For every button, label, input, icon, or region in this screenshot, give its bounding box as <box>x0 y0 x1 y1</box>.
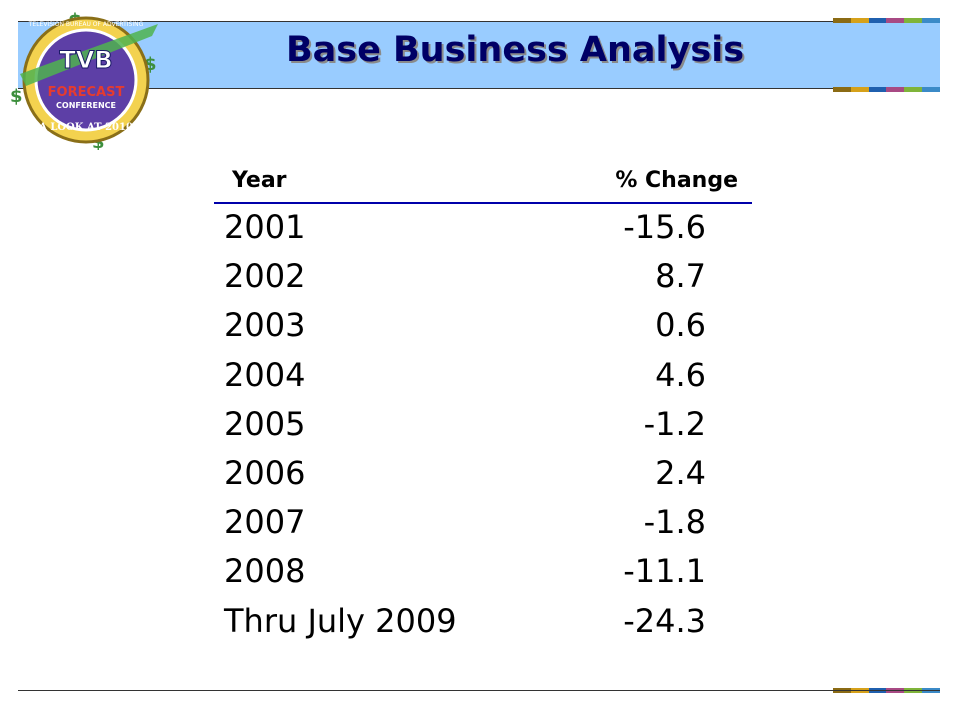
change-cell: 2.4 <box>655 453 706 492</box>
table-row: 2006 2.4 <box>214 450 752 499</box>
change-cell: 0.6 <box>655 306 706 345</box>
year-cell: 2007 <box>224 503 306 542</box>
svg-text:CONFERENCE: CONFERENCE <box>56 101 116 110</box>
base-business-table: Year % Change 2001 -15.6 2002 8.7 2003 0.6 200… <box>214 160 752 647</box>
year-column-header: Year <box>232 168 287 193</box>
change-column-header: % Change <box>615 168 738 193</box>
table-row: 2002 8.7 <box>214 253 752 302</box>
table-row: 2004 4.6 <box>214 352 752 401</box>
tvb-forecast-logo: $ $ $ $ TELEVISION BUREAU OF ADVERTISING… <box>10 9 158 150</box>
table-row: 2001 -15.6 <box>214 204 752 253</box>
svg-text:TELEVISION BUREAU OF ADVERTISI: TELEVISION BUREAU OF ADVERTISING <box>28 21 144 28</box>
change-cell: -15.6 <box>623 208 706 246</box>
year-cell: 2008 <box>224 552 306 591</box>
footer-rule <box>18 690 940 691</box>
table-row: 2008 -11.1 <box>214 548 752 597</box>
change-cell: -11.1 <box>623 552 706 591</box>
top-stripe-lower <box>833 87 940 92</box>
table-row: 2007 -1.8 <box>214 499 752 548</box>
change-cell: -24.3 <box>623 601 706 640</box>
change-cell: -1.8 <box>643 503 706 542</box>
top-stripe-upper <box>833 18 940 23</box>
year-cell: 2001 <box>224 208 306 246</box>
year-cell: 2004 <box>224 355 306 394</box>
table-row: Thru July 2009 -24.3 <box>214 598 752 647</box>
svg-text:FORECAST: FORECAST <box>48 85 125 100</box>
change-cell: -1.2 <box>643 404 706 443</box>
year-cell: 2006 <box>224 453 306 492</box>
title-band <box>18 21 940 89</box>
table-body: 2001 -15.6 2002 8.7 2003 0.6 2004 4.6 2005 -1.2 20… <box>214 204 752 647</box>
slide-title: Base Business Analysis <box>285 30 745 70</box>
year-cell: Thru July 2009 <box>224 601 457 640</box>
svg-text:A LOOK AT 2010: A LOOK AT 2010 <box>38 122 133 133</box>
dollar-sign-icon: $ <box>10 86 23 107</box>
year-cell: 2002 <box>224 257 306 296</box>
year-cell: 2005 <box>224 404 306 443</box>
table-row: 2003 0.6 <box>214 302 752 351</box>
table-header: Year % Change <box>214 160 752 204</box>
change-cell: 4.6 <box>655 355 706 394</box>
table-row: 2005 -1.2 <box>214 401 752 450</box>
change-cell: 8.7 <box>655 257 706 296</box>
year-cell: 2003 <box>224 306 306 345</box>
svg-text:TVB: TVB <box>59 46 112 74</box>
